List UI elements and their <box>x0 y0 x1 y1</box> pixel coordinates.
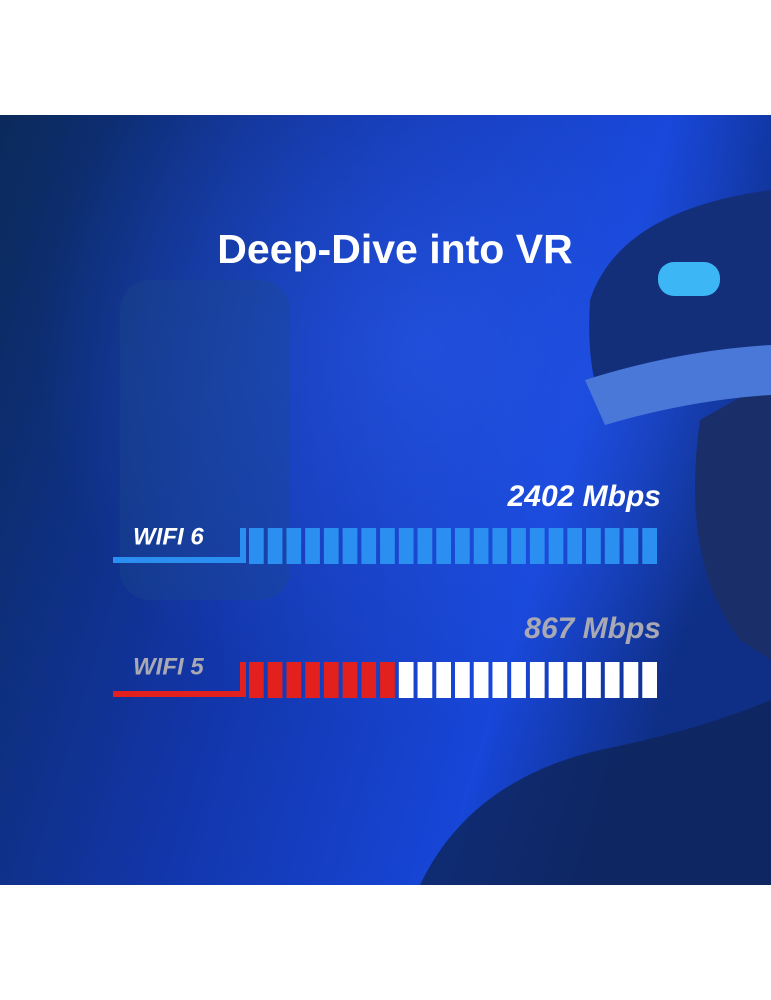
background-photo <box>0 115 771 885</box>
bar-segment <box>511 662 526 698</box>
bar-segment <box>380 662 395 698</box>
bar-segment <box>455 662 470 698</box>
bar-segment <box>249 528 264 564</box>
bar-segment <box>249 662 264 698</box>
bar <box>249 528 657 564</box>
bar-segment <box>436 528 451 564</box>
value-label: 2402 Mbps <box>507 480 661 513</box>
bar-segment <box>529 662 545 698</box>
bar-segment <box>548 662 564 698</box>
bar-segment <box>455 528 470 564</box>
bar-segment <box>342 528 358 564</box>
bar-segment <box>642 662 657 698</box>
bar-segment <box>604 528 620 564</box>
bar-segment <box>473 662 489 698</box>
label-underline <box>113 528 246 563</box>
value-label: 867 Mbps <box>524 612 661 645</box>
bar-segment <box>548 528 564 564</box>
bar-segment <box>286 528 302 564</box>
bar <box>249 662 657 698</box>
bar-segment <box>529 528 545 564</box>
bar-segment <box>623 528 639 564</box>
bar-segment <box>323 528 339 564</box>
title: Deep-Dive into VR <box>217 226 572 272</box>
bar-segment <box>323 662 339 698</box>
bar-segment <box>623 662 639 698</box>
bar-segment <box>642 528 657 564</box>
bar-segment <box>342 662 358 698</box>
bar-segment <box>380 528 395 564</box>
bar-segment <box>492 528 508 564</box>
bar-segment <box>398 662 414 698</box>
bar-segment <box>417 662 433 698</box>
bar-segment <box>267 528 283 564</box>
bar-segment <box>286 662 302 698</box>
bar-segment <box>567 662 583 698</box>
bar-segment <box>586 662 601 698</box>
bar-segment <box>586 528 601 564</box>
bar-segment <box>267 662 283 698</box>
category-label: WIFI 5 <box>133 653 204 680</box>
bar-segment <box>473 528 489 564</box>
category-label: WIFI 6 <box>133 523 204 550</box>
bar-segment <box>361 662 377 698</box>
label-underline <box>113 662 246 697</box>
bar-segment <box>511 528 526 564</box>
bar-segment <box>567 528 583 564</box>
bar-segment <box>305 528 320 564</box>
bar-segment <box>305 662 320 698</box>
bar-segment <box>398 528 414 564</box>
bar-segment <box>604 662 620 698</box>
bar-segment <box>361 528 377 564</box>
bar-segment <box>417 528 433 564</box>
bar-segment <box>436 662 451 698</box>
bar-segment <box>492 662 508 698</box>
